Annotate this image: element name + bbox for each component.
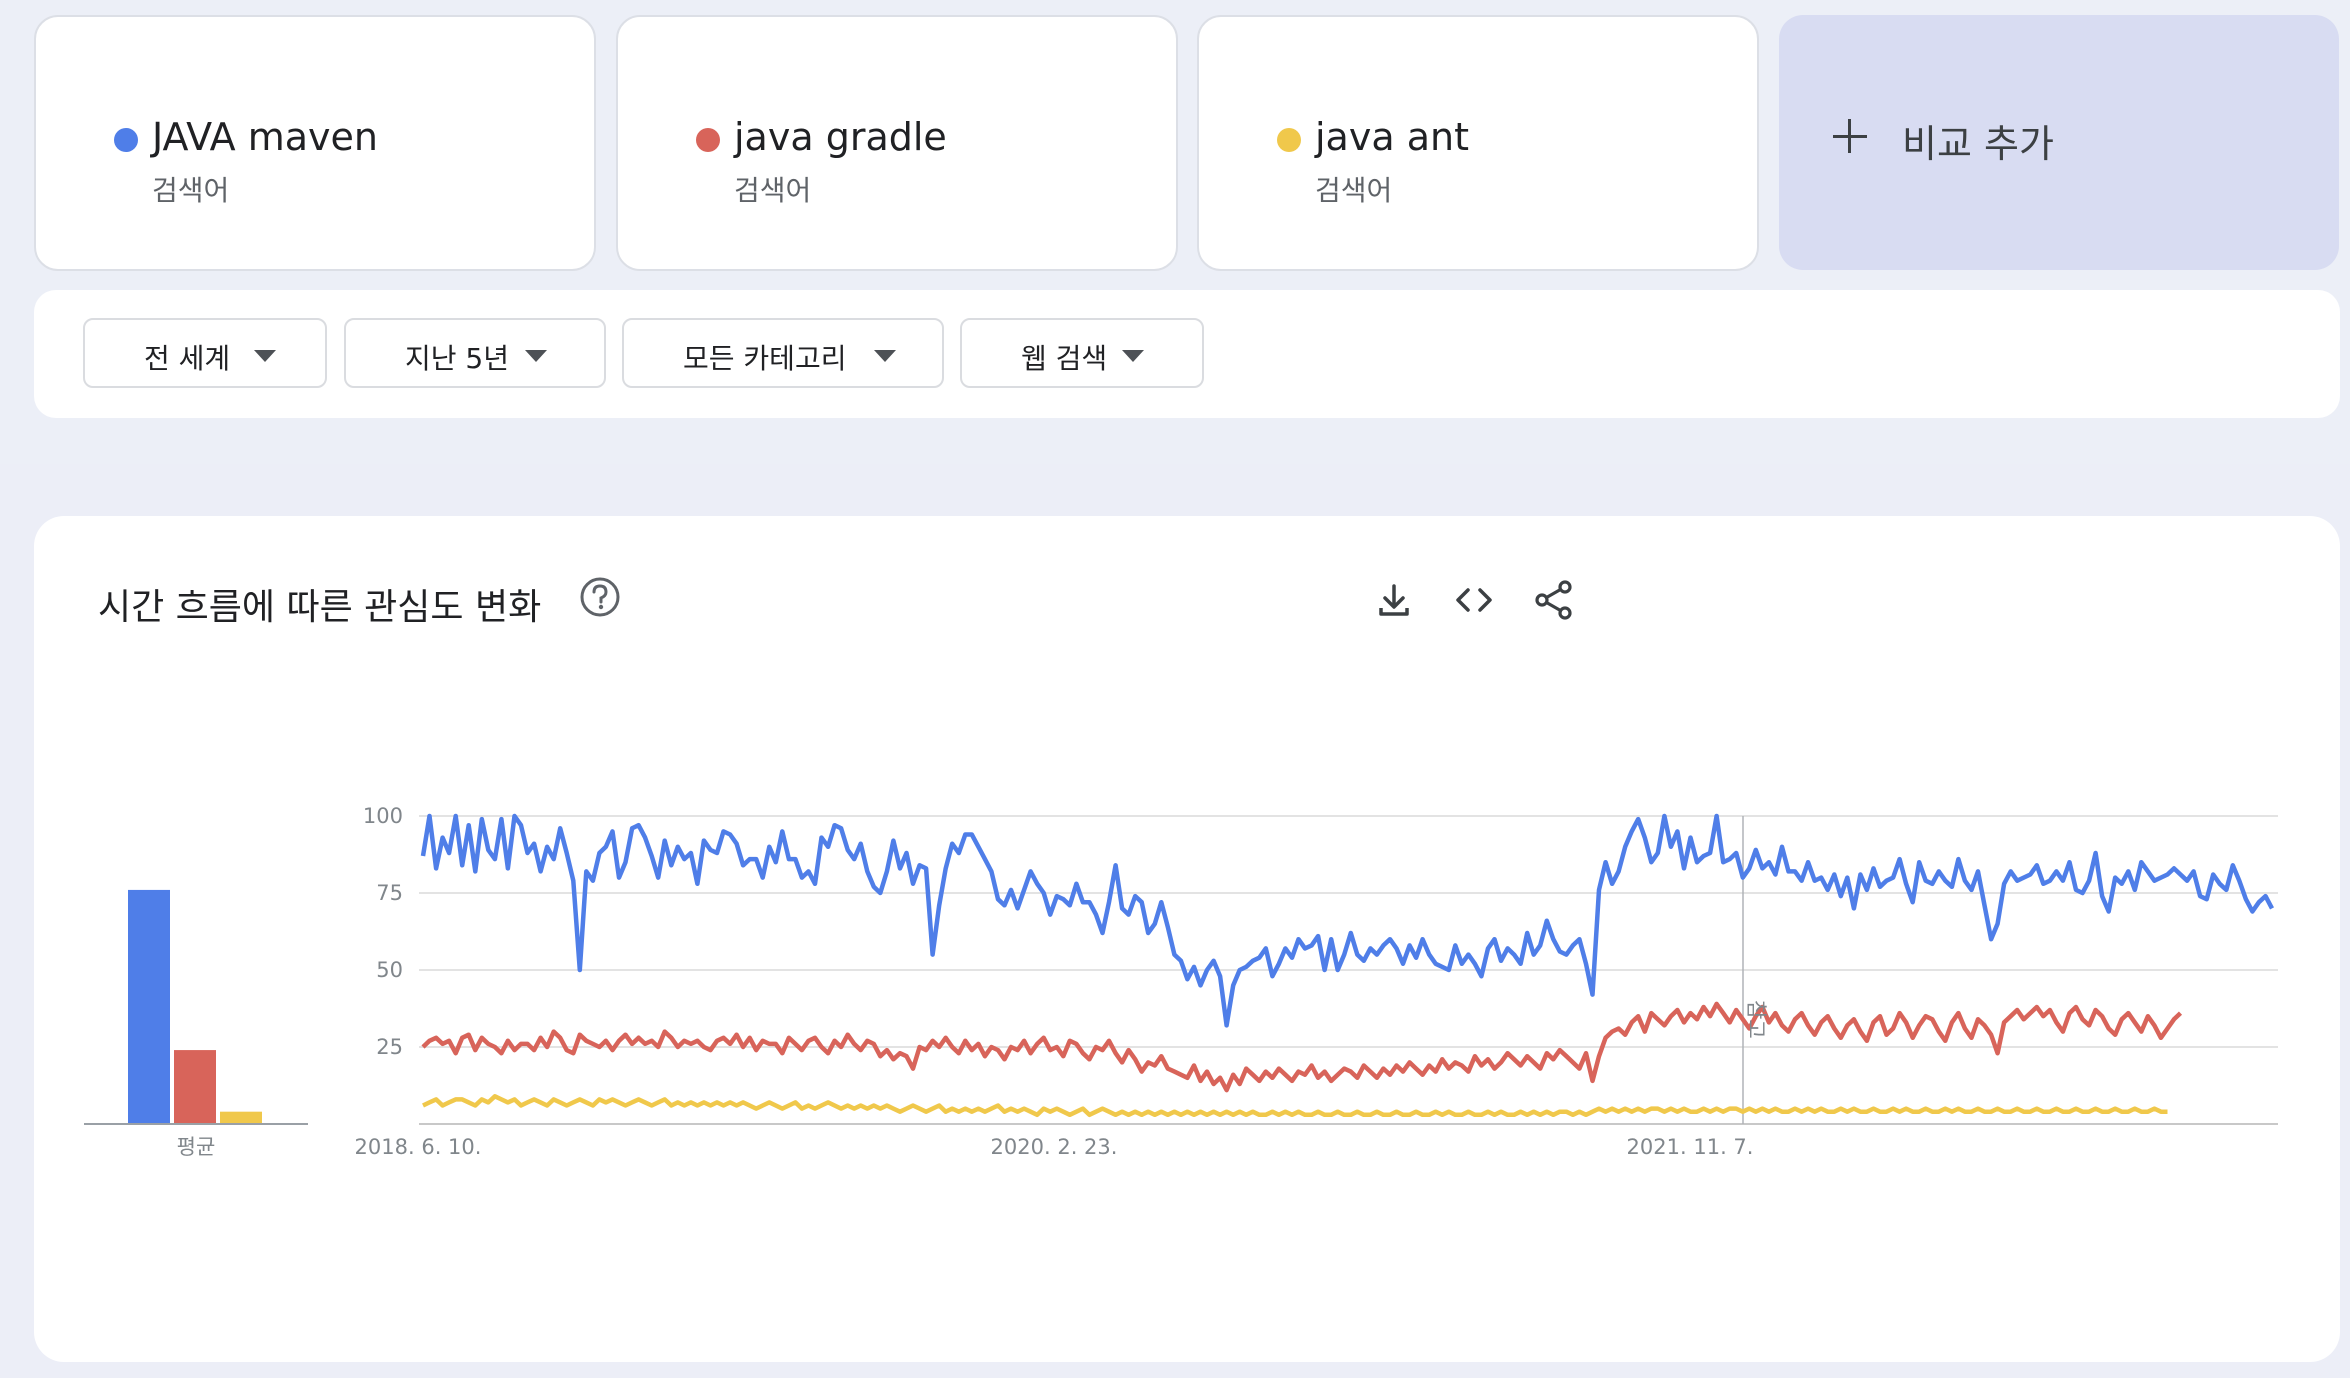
filter-label: 지난 5년 [405, 342, 509, 375]
caret-down-icon [254, 350, 276, 362]
x-tick-label: 2018. 6. 10. [355, 1135, 482, 1159]
add-compare-label: 비교 추가 [1902, 122, 2054, 166]
filter-bar: 전 세계 지난 5년 모든 카테고리 웹 검색 [34, 290, 2340, 418]
filter-label: 웹 검색 [1021, 342, 1108, 375]
add-compare-button[interactable]: 비교 추가 [1779, 15, 2339, 270]
series-color-dot [114, 128, 138, 152]
series-line-java-maven[interactable] [420, 813, 2274, 1028]
y-tick-label: 25 [376, 1035, 403, 1059]
help-circle-icon[interactable] [579, 576, 621, 618]
plus-icon [1833, 119, 1867, 153]
series-color-dot [1277, 128, 1301, 152]
term-name: java gradle [734, 115, 947, 159]
section-title: 시간 흐름에 따른 관심도 변화 [98, 587, 542, 628]
term-type: 검색어 [1315, 174, 1393, 207]
term-type: 검색어 [152, 174, 230, 207]
term-name: JAVA maven [152, 115, 378, 159]
caret-down-icon [874, 350, 896, 362]
filter-label: 전 세계 [144, 342, 231, 375]
average-bar [220, 1111, 262, 1124]
caret-down-icon [1122, 350, 1144, 362]
filter-label: 모든 카테고리 [683, 342, 847, 375]
interest-over-time-card: 시간 흐름에 따른 관심도 변화 100 75 50 25 2018. 6. 10. 20… [34, 516, 2340, 1362]
filter-search-type-dropdown[interactable]: 웹 검색 [960, 318, 1204, 388]
caret-down-icon [525, 350, 547, 362]
filter-category-dropdown[interactable]: 모든 카테고리 [622, 318, 944, 388]
series-line-java-ant[interactable] [422, 1094, 2168, 1118]
share-icon[interactable] [1532, 578, 1576, 622]
term-card-java-ant[interactable]: java ant 검색어 [1197, 15, 1759, 271]
average-label: 평균 [177, 1135, 216, 1159]
filter-time-dropdown[interactable]: 지난 5년 [344, 318, 606, 388]
filter-region-dropdown[interactable]: 전 세계 [83, 318, 327, 388]
series-color-dot [696, 128, 720, 152]
interest-chart: 100 75 50 25 2018. 6. 10. 2020. 2. 23. 2021. 1… [84, 804, 2278, 1159]
term-name: java ant [1315, 115, 1469, 159]
term-card-java-maven[interactable]: JAVA maven 검색어 [34, 15, 596, 271]
x-tick-label: 2021. 11. 7. [1627, 1135, 1754, 1159]
term-type: 검색어 [734, 174, 812, 207]
annotation-label[interactable]: 참고 [1744, 1000, 1768, 1039]
y-tick-label: 75 [376, 881, 403, 905]
y-tick-label: 100 [363, 804, 403, 828]
average-bar [128, 889, 170, 1124]
average-bar [174, 1050, 216, 1124]
term-card-java-gradle[interactable]: java gradle 검색어 [616, 15, 1178, 271]
series-line-java-gradle[interactable] [421, 1001, 2183, 1093]
download-icon[interactable] [1372, 578, 1416, 622]
embed-code-icon[interactable] [1452, 578, 1496, 622]
x-tick-label: 2020. 2. 23. [991, 1135, 1118, 1159]
y-tick-label: 50 [376, 958, 403, 982]
